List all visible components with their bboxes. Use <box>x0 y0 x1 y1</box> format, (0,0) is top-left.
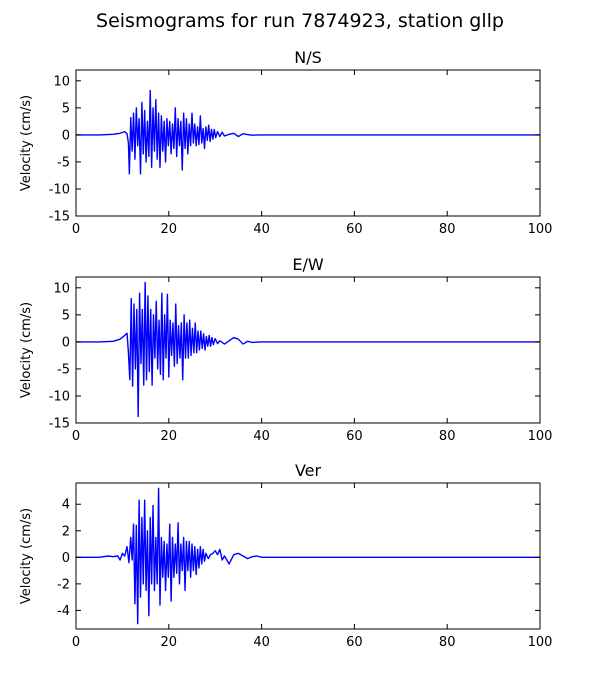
y-tick-label: 10 <box>53 281 70 296</box>
y-axis-label: Velocity (cm/s) <box>19 508 34 604</box>
y-tick-label: -5 <box>57 155 70 170</box>
y-tick-label: 0 <box>62 335 70 350</box>
x-tick-label: 20 <box>161 635 178 650</box>
y-tick-label: 4 <box>62 498 70 513</box>
y-axis-label: Velocity (cm/s) <box>19 302 34 398</box>
y-tick-label: -4 <box>57 604 70 619</box>
y-tick-label: -15 <box>49 210 70 225</box>
x-tick-label: 0 <box>72 635 80 650</box>
x-tick-label: 40 <box>253 429 270 444</box>
y-axis-label: Velocity (cm/s) <box>19 95 34 191</box>
x-tick-label: 40 <box>253 222 270 237</box>
y-tick-label: -10 <box>49 182 70 197</box>
x-tick-label: 60 <box>346 429 363 444</box>
subplot-title: E/W <box>292 255 324 274</box>
x-tick-label: 20 <box>161 222 178 237</box>
x-tick-label: 80 <box>439 635 456 650</box>
y-tick-label: 2 <box>62 524 70 539</box>
y-tick-label: -5 <box>57 362 70 377</box>
x-tick-label: 40 <box>253 635 270 650</box>
x-tick-label: 80 <box>439 429 456 444</box>
y-tick-label: -15 <box>49 417 70 432</box>
series-line <box>76 487 540 625</box>
x-tick-label: 20 <box>161 429 178 444</box>
x-tick-label: 100 <box>528 635 553 650</box>
y-tick-label: 5 <box>62 101 70 116</box>
x-tick-label: 0 <box>72 429 80 444</box>
x-tick-label: 0 <box>72 222 80 237</box>
figure-title: Seismograms for run 7874923, station gll… <box>96 10 504 32</box>
subplot-title: N/S <box>294 48 322 67</box>
series-line <box>76 281 540 418</box>
y-tick-label: -10 <box>49 389 70 404</box>
y-tick-label: 10 <box>53 74 70 89</box>
x-tick-label: 100 <box>528 429 553 444</box>
x-tick-label: 60 <box>346 635 363 650</box>
x-tick-label: 60 <box>346 222 363 237</box>
axes-frame <box>75 482 541 630</box>
series-line <box>76 89 540 175</box>
subplot-title: Ver <box>295 461 322 480</box>
y-tick-label: 0 <box>62 128 70 143</box>
y-tick-label: 0 <box>62 551 70 566</box>
subplot-2: E/W Velocity (cm/s) 0 20 40 60 80 100 -15 -10 -5 0 5… <box>19 255 552 444</box>
axes-frame <box>75 276 541 424</box>
subplot-1: N/S Velocity (cm/s) 0 20 40 60 80 100 -15 -10 -5 0 5… <box>19 48 552 237</box>
axes-frame <box>75 69 541 217</box>
y-tick-label: 5 <box>62 308 70 323</box>
subplot-3: Ver Velocity (cm/s) 0 20 40 60 80 100 -4 -2 0 2 4 <box>19 461 552 650</box>
x-tick-label: 80 <box>439 222 456 237</box>
x-tick-label: 100 <box>528 222 553 237</box>
y-tick-label: -2 <box>57 577 70 592</box>
